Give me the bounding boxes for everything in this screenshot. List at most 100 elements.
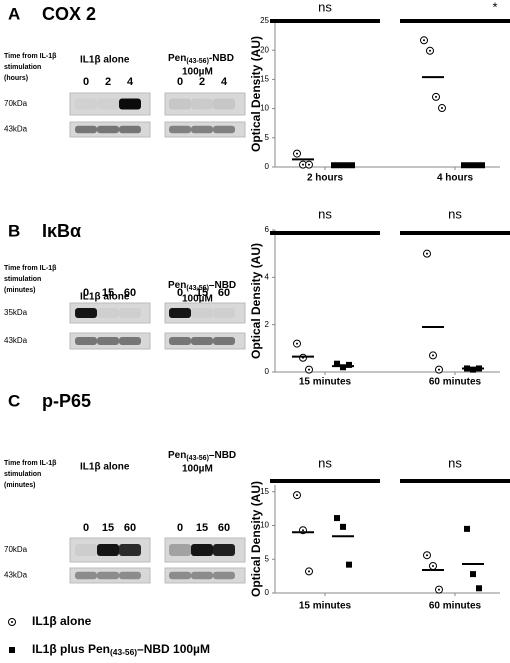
group-label: Pen(43-56)-NBD — [168, 53, 234, 65]
text-part: –NBD — [209, 280, 236, 291]
significance-bar — [400, 479, 510, 483]
y-tick-label: 10 — [260, 104, 269, 113]
y-tick-label: 20 — [260, 45, 269, 54]
time-label: (hours) — [4, 75, 28, 82]
time-label: stimulation — [4, 471, 41, 478]
blot — [164, 332, 246, 350]
significance-label: ns — [448, 206, 462, 221]
y-tick-label: 2 — [265, 320, 270, 329]
time-label: (minutes) — [4, 482, 36, 489]
text-part: Pen — [168, 450, 186, 461]
x-tick-label: 60 minutes — [429, 601, 482, 612]
blot-band — [213, 544, 235, 556]
blot-band — [75, 308, 97, 318]
y-axis-label: Optical Density (AU) — [249, 481, 263, 597]
point-center — [432, 354, 434, 357]
size-marker: 43kDa — [4, 125, 28, 134]
text-part: –NBD — [209, 450, 236, 461]
blot-band — [191, 337, 213, 345]
blot-band — [213, 337, 235, 345]
blot-band — [213, 98, 235, 110]
point-center — [302, 529, 304, 532]
data-point — [346, 561, 352, 568]
blot-band — [169, 544, 191, 556]
blot-band — [191, 571, 213, 580]
panel-title: IκBα — [42, 221, 81, 241]
panel-title: p-P65 — [42, 391, 91, 411]
y-tick-label: 5 — [265, 133, 270, 142]
blot-band — [213, 308, 235, 318]
lane-label: 15 — [196, 522, 208, 534]
lane-label: 0 — [177, 522, 183, 534]
lane-label: 15 — [196, 287, 208, 299]
blot — [69, 121, 151, 138]
blot-band — [119, 125, 141, 134]
y-tick-label: 15 — [260, 487, 269, 496]
time-label: Time from IL-1β — [4, 53, 57, 60]
significance-bar — [270, 479, 380, 483]
panel-letter: B — [8, 221, 20, 240]
y-tick-label: 0 — [265, 367, 270, 376]
text-part: –NBD 100µM — [137, 642, 210, 656]
lane-label: 0 — [83, 522, 89, 534]
significance-label: * — [492, 0, 497, 14]
panel-title: COX 2 — [42, 4, 96, 24]
blot-band — [97, 125, 119, 134]
data-point — [334, 360, 340, 367]
blot-band — [119, 98, 141, 110]
blot — [69, 567, 151, 584]
blot-band — [97, 99, 119, 110]
blot-band — [119, 308, 141, 318]
significance-label: ns — [318, 0, 332, 14]
blot-band — [75, 544, 97, 556]
time-label: stimulation — [4, 64, 41, 71]
y-tick-label: 0 — [265, 162, 270, 171]
y-axis-label: Optical Density (AU) — [249, 36, 263, 152]
blot-band — [75, 571, 97, 580]
significance-label: ns — [318, 206, 332, 221]
lane-label: 0 — [83, 287, 89, 299]
lane-label: 2 — [199, 76, 205, 88]
x-tick-label: 4 hours — [437, 173, 474, 184]
size-marker: 70kDa — [4, 545, 28, 554]
blot-band — [97, 308, 119, 318]
y-tick-label: 15 — [260, 75, 269, 84]
time-label: stimulation — [4, 276, 41, 283]
y-tick-label: 25 — [260, 16, 269, 25]
blot-band — [191, 308, 213, 318]
size-marker: 35kDa — [4, 308, 28, 317]
blot-band — [213, 571, 235, 580]
point-center — [426, 252, 428, 255]
subscript: (43-56) — [186, 455, 209, 462]
panel-letter: A — [8, 4, 20, 23]
time-label: (minutes) — [4, 287, 36, 294]
group-label: 100µM — [182, 67, 213, 78]
subscript: (43-56) — [186, 285, 209, 292]
blot-band — [119, 571, 141, 580]
blot — [164, 567, 246, 584]
blot-band — [119, 337, 141, 345]
x-tick-label: 2 hours — [307, 173, 344, 184]
group-label: IL1β alone — [80, 462, 130, 473]
y-tick-label: 0 — [265, 588, 270, 597]
subscript: (43-56) — [110, 647, 137, 657]
point-center — [432, 565, 434, 567]
lane-label: 15 — [102, 522, 114, 534]
time-label: Time from IL-1β — [4, 460, 57, 467]
lane-label: 15 — [102, 287, 114, 299]
lane-label: 60 — [124, 522, 136, 534]
data-point — [464, 525, 470, 532]
legend-label: IL1β plus Pen(43-56)–NBD 100µM — [32, 642, 210, 657]
point-center — [426, 554, 428, 557]
y-tick-label: 10 — [260, 521, 269, 530]
panel-letter: C — [8, 391, 20, 410]
x-tick-label: 15 minutes — [299, 377, 352, 388]
blot-band — [191, 544, 213, 556]
blot-band — [75, 125, 97, 134]
data-point — [476, 585, 482, 592]
data-point — [470, 571, 476, 578]
size-marker: 43kDa — [4, 336, 28, 345]
group-label: IL1β alone — [80, 55, 130, 66]
blot-band — [191, 125, 213, 134]
